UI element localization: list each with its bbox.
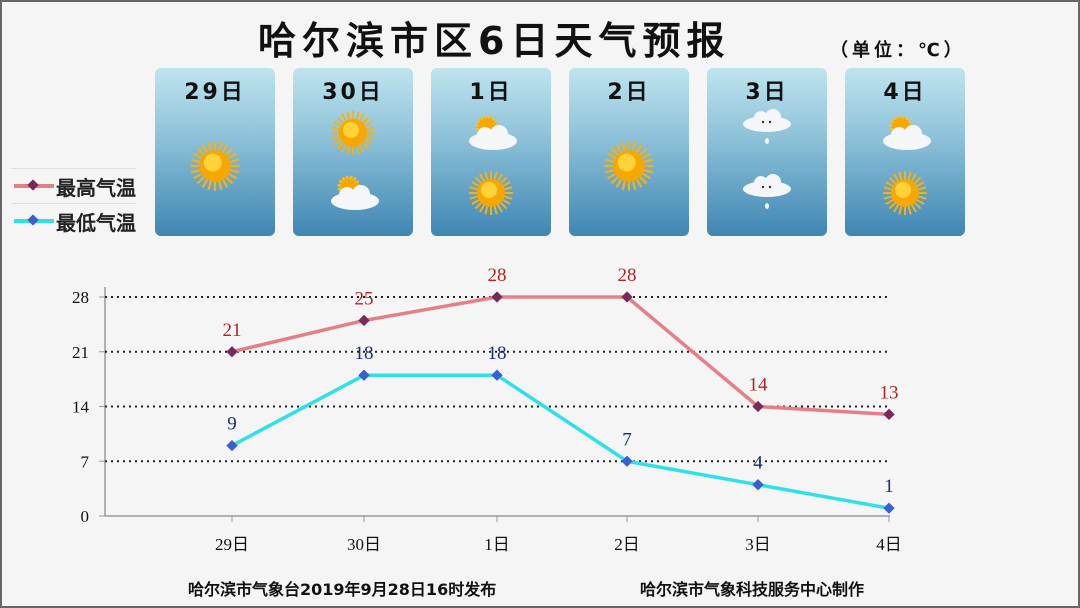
day-label: 30日 — [322, 80, 384, 105]
day-panel: 1日 — [431, 68, 551, 236]
sun-icon — [466, 168, 516, 222]
data-label: 25 — [355, 288, 374, 309]
data-point — [358, 369, 370, 381]
y-tick-label: 14 — [72, 398, 90, 417]
x-tick-label: 3日 — [745, 535, 771, 554]
data-label: 28 — [618, 265, 637, 286]
footer-right: 哈尔滨市气象科技服务中心制作 — [640, 580, 865, 599]
page-title: 哈尔滨市区6日天气预报 — [258, 19, 731, 63]
sun-icon — [880, 168, 930, 222]
data-point — [226, 346, 238, 358]
data-point — [621, 455, 633, 467]
x-tick-label: 4日 — [876, 535, 902, 554]
day-panel: 3日 — [707, 68, 827, 236]
day-panel: 29日 — [155, 68, 275, 236]
data-point — [491, 369, 503, 381]
legend: 最高气温 最低气温 — [12, 168, 136, 238]
day-label: 4日 — [883, 80, 927, 105]
data-label: 1 — [884, 476, 894, 497]
day-label: 2日 — [607, 80, 651, 105]
data-point — [883, 502, 895, 514]
unit-label: （单位：℃） — [830, 40, 966, 61]
partly-cloudy-icon — [325, 173, 381, 217]
legend-high-label: 最高气温 — [56, 175, 136, 200]
data-label: 7 — [622, 429, 632, 450]
data-point — [752, 479, 764, 491]
legend-high: 最高气温 — [12, 168, 136, 203]
sun-icon — [328, 108, 378, 162]
day-label: 1日 — [469, 80, 513, 105]
sun-icon — [187, 138, 243, 198]
data-point — [226, 439, 238, 452]
y-tick-label: 28 — [72, 288, 89, 307]
cloud-rain-icon — [739, 173, 795, 217]
x-tick-label: 30日 — [347, 535, 381, 554]
day-label: 3日 — [745, 80, 789, 105]
x-tick-label: 2日 — [614, 535, 640, 554]
series-line-high — [231, 295, 890, 417]
day-panel: 30日 — [293, 68, 413, 236]
y-tick-label: 21 — [72, 343, 89, 362]
legend-low: 最低气温 — [12, 203, 136, 238]
data-label: 28 — [488, 265, 507, 286]
day-panel: 2日 — [569, 68, 689, 236]
data-label: 4 — [753, 453, 763, 474]
y-tick-label: 7 — [81, 452, 90, 471]
data-label: 21 — [223, 320, 242, 341]
y-tick-label: 0 — [81, 507, 90, 526]
series-line-low — [231, 373, 890, 510]
data-point — [621, 291, 633, 303]
data-label: 18 — [355, 343, 374, 364]
data-label: 14 — [749, 375, 769, 396]
partly-cloudy-icon — [463, 113, 519, 157]
data-label: 9 — [227, 414, 237, 435]
day-label: 29日 — [184, 80, 246, 105]
data-label: 13 — [880, 382, 899, 403]
data-point — [491, 291, 503, 303]
legend-low-label: 最低气温 — [56, 210, 136, 235]
x-tick-label: 1日 — [484, 535, 510, 554]
sun-icon — [601, 138, 657, 198]
footer-left: 哈尔滨市气象台2019年9月28日16时发布 — [188, 580, 497, 599]
partly-cloudy-icon — [877, 113, 933, 157]
data-label: 18 — [488, 343, 507, 364]
day-panel: 4日 — [845, 68, 965, 236]
x-tick-label: 29日 — [215, 535, 249, 554]
cloud-rain-icon — [739, 108, 795, 152]
data-point — [358, 314, 370, 327]
data-point — [752, 400, 764, 413]
data-point — [883, 408, 895, 420]
